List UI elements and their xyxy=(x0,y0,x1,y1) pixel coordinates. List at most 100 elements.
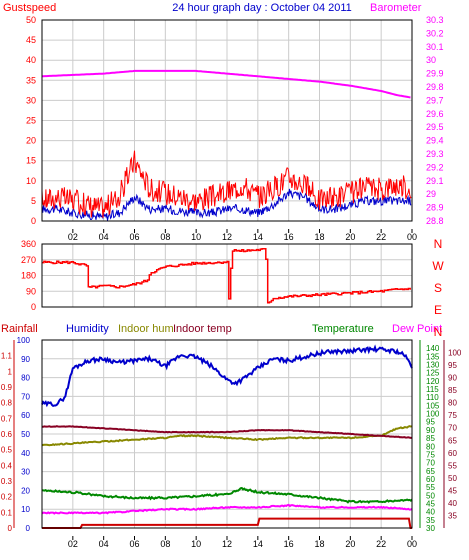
p3-temp-tick-13: 95 xyxy=(426,418,435,427)
p3-rain-tick-9: 0.9 xyxy=(1,383,13,392)
p1-right-tick-0: 28.8 xyxy=(426,216,444,226)
compass-e: E xyxy=(434,303,442,317)
p3-redtemp-tick-13: 100 xyxy=(448,349,462,358)
p1-right-tick-11: 29.9 xyxy=(426,69,444,79)
p1-right-tick-13: 30.1 xyxy=(426,42,444,52)
p3-temp-tick-1: 35 xyxy=(426,516,435,525)
p3-hum-tick-7: 70 xyxy=(21,392,30,401)
p3-temp-tick-6: 60 xyxy=(426,475,435,484)
p3-rain-tick-11: 1.1 xyxy=(1,352,13,361)
series-dew-point xyxy=(41,503,413,515)
p2-left-tick-1: 90 xyxy=(26,286,36,296)
p3-temp-tick-17: 115 xyxy=(426,385,439,394)
p3-temp-tick-0: 30 xyxy=(426,524,435,533)
p3-hum-tick-6: 60 xyxy=(21,411,30,420)
p3-redtemp-tick-9: 80 xyxy=(448,399,457,408)
series-barometer xyxy=(41,69,411,99)
p1-left-tick-3: 15 xyxy=(26,156,36,166)
p1-right-tick-9: 29.7 xyxy=(426,95,444,105)
p3-rain-tick-2: 0.2 xyxy=(1,493,13,502)
p3-temp-tick-22: 140 xyxy=(426,344,440,353)
p3-redtemp-tick-3: 50 xyxy=(448,474,457,483)
p3-redtemp-tick-12: 95 xyxy=(448,361,457,370)
p1-left-tick-0: 0 xyxy=(31,216,36,226)
p3-temp-tick-18: 120 xyxy=(426,377,440,386)
p3-xlabel-1: 04 xyxy=(99,539,109,549)
p3-rain-tick-10: 1 xyxy=(8,367,13,376)
p3-xlabel-10: 22 xyxy=(376,539,386,549)
gust-barometer-panel: 0 5 10 15 20 25 30 35 40 45 50 28.8 28.9 29 29.1 29.2 29… xyxy=(26,15,444,242)
p3-xlabel-7: 16 xyxy=(284,539,294,549)
p2-frame xyxy=(41,243,413,308)
p2-left-tick-2: 180 xyxy=(21,271,36,281)
p3-temp-tick-21: 135 xyxy=(426,352,440,361)
series-humidity xyxy=(41,344,413,408)
compass-s: S xyxy=(434,281,442,295)
p1-left-tick-2: 10 xyxy=(26,176,36,186)
p1-left-tick-1: 5 xyxy=(31,196,36,206)
p3-hum-tick-3: 30 xyxy=(21,468,30,477)
p1-left-tick-10: 50 xyxy=(26,15,36,25)
p3-temp-tick-4: 50 xyxy=(426,491,435,500)
p3-hum-tick-2: 20 xyxy=(21,486,30,495)
series-gustspeed xyxy=(41,150,412,218)
p1-xlabel-0: 02 xyxy=(68,232,78,242)
p3-temp-tick-5: 55 xyxy=(426,483,435,492)
p1-xlabel-10: 22 xyxy=(376,232,386,242)
p3-xlabel-4: 10 xyxy=(191,539,201,549)
p2-left-tick-0: 0 xyxy=(31,302,36,312)
p3-redtemp-tick-5: 60 xyxy=(448,449,457,458)
p1-right-tick-10: 29.8 xyxy=(426,82,444,92)
p3-temp-tick-9: 75 xyxy=(426,450,435,459)
p1-xlabel-7: 16 xyxy=(284,232,294,242)
p3-temp-tick-15: 105 xyxy=(426,401,440,410)
p3-xlabel-8: 18 xyxy=(314,539,324,549)
p1-right-tick-3: 29.1 xyxy=(426,176,444,186)
p1-xlabel-3: 08 xyxy=(160,232,170,242)
p2-left-tick-4: 360 xyxy=(21,239,36,249)
p3-redtemp-tick-11: 90 xyxy=(448,374,457,383)
p1-xlabel-5: 12 xyxy=(222,232,232,242)
p1-right-tick-5: 29.3 xyxy=(426,149,444,159)
p3-rain-tick-7: 0.7 xyxy=(1,414,13,423)
p1-left-tick-5: 25 xyxy=(26,116,36,126)
p3-xlabel-6: 14 xyxy=(253,539,263,549)
p1-left-tick-4: 20 xyxy=(26,136,36,146)
barometer-label: Barometer xyxy=(370,2,422,14)
p3-redtemp-tick-2: 45 xyxy=(448,486,457,495)
p3-xlabel-2: 06 xyxy=(129,539,139,549)
p3-temp-tick-12: 90 xyxy=(426,426,435,435)
p3-hum-tick-4: 40 xyxy=(21,449,30,458)
p3-hum-tick-8: 80 xyxy=(21,374,30,383)
p1-left-tick-9: 45 xyxy=(26,35,36,45)
p3-temp-tick-7: 65 xyxy=(426,467,435,476)
p1-xlabel-6: 14 xyxy=(253,232,263,242)
p3-hum-tick-5: 50 xyxy=(21,430,30,439)
p3-xlabel-0: 02 xyxy=(68,539,78,549)
p3-rain-tick-1: 0.1 xyxy=(1,508,13,517)
wind-direction-panel: 0 90 180 270 360 xyxy=(21,239,413,312)
p3-rain-tick-5: 0.5 xyxy=(1,446,13,455)
p3-redtemp-tick-1: 40 xyxy=(448,499,457,508)
p1-right-tick-6: 29.4 xyxy=(426,136,444,146)
p3-temp-tick-20: 130 xyxy=(426,361,440,370)
p3-redtemp-tick-4: 55 xyxy=(448,461,457,470)
p3-temp-tick-16: 110 xyxy=(426,393,439,402)
p3-xlabel-9: 20 xyxy=(345,539,355,549)
p1-right-tick-2: 29 xyxy=(426,189,436,199)
legend-indoor-temp: Indoor temp xyxy=(173,323,232,335)
compass-n-top: N xyxy=(434,237,443,251)
p3-temp-tick-3: 45 xyxy=(426,499,435,508)
compass-w: W xyxy=(432,259,444,273)
p3-rain-tick-3: 0.3 xyxy=(1,477,13,486)
p3-temp-tick-11: 85 xyxy=(426,434,435,443)
p3-xlabel-3: 08 xyxy=(160,539,170,549)
p3-temp-tick-19: 125 xyxy=(426,369,440,378)
series-indoor-hum xyxy=(41,425,413,447)
gustspeed-label: Gustspeed xyxy=(3,2,56,14)
series-temperature xyxy=(41,486,413,504)
p1-xlabel-1: 04 xyxy=(99,232,109,242)
p3-temp-tick-2: 40 xyxy=(426,508,435,517)
